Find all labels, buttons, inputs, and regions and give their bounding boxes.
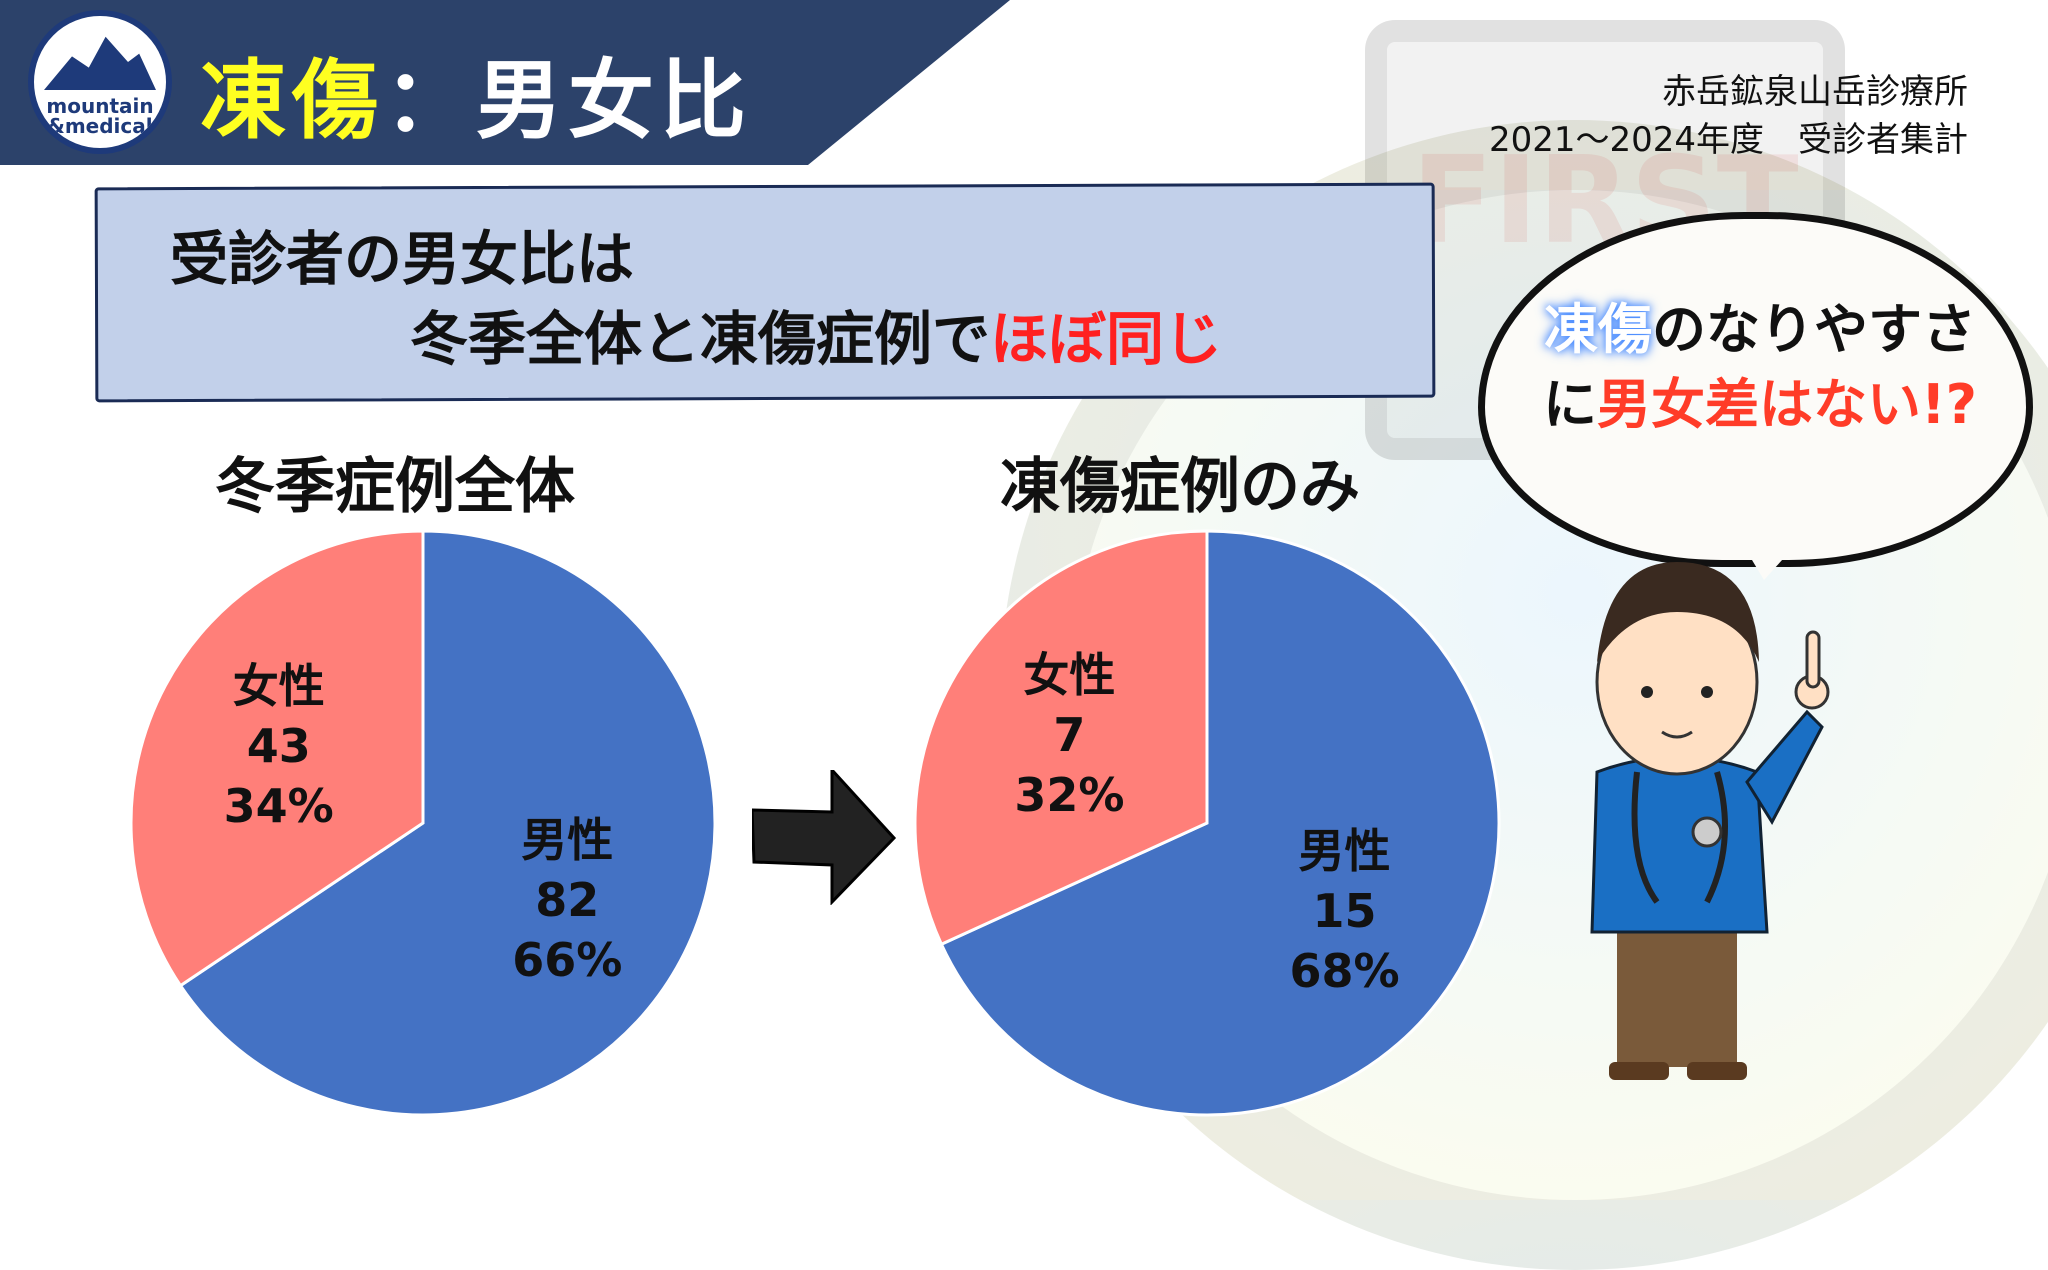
- logo-text-2: &medical: [47, 114, 153, 138]
- pie-label-percent: 34%: [223, 779, 334, 834]
- pie-label-label: 女性: [232, 659, 325, 714]
- bubble-line-1: 凍傷のなりやすさ: [1520, 285, 2000, 364]
- bubble-line-1-rest: のなりやすさ: [1652, 298, 1976, 361]
- pie-label-label: 女性: [1023, 647, 1116, 702]
- pie-label-percent: 66%: [512, 932, 623, 987]
- logo-text-1: mountain: [46, 94, 154, 118]
- pie-label-male: 男性 15 68%: [1289, 821, 1399, 1001]
- chart-title-winter: 冬季症例全体: [215, 452, 575, 522]
- pie-label-label: 男性: [521, 812, 614, 867]
- title-highlight: 凍傷: [200, 51, 384, 151]
- summary-line-2-prefix: 冬季全体と凍傷症例で: [410, 305, 991, 373]
- pie-label-value: 7: [1053, 707, 1086, 762]
- pie-label-female: 女性 7 32%: [1014, 645, 1124, 825]
- arrow-right-icon: [752, 770, 897, 905]
- pie-label-male: 男性 82 66%: [512, 810, 622, 990]
- source-info: 赤岳鉱泉山岳診療所 2021～2024年度 受診者集計: [1489, 68, 1968, 164]
- pie-label-percent: 68%: [1289, 944, 1400, 999]
- bubble-highlight: 凍傷: [1544, 298, 1652, 361]
- pie-charts: [129, 529, 1501, 1117]
- summary-line-1: 受診者の男女比は: [170, 225, 635, 293]
- pie-label-female: 女性 43 34%: [224, 656, 334, 836]
- pie-slice-female: [913, 529, 1209, 947]
- pie-label-value: 82: [535, 872, 600, 927]
- chart-title-frostbite: 凍傷症例のみ: [1000, 452, 1360, 522]
- page-title: 凍傷：男女比: [200, 30, 752, 155]
- pie-label-value: 43: [246, 719, 311, 774]
- source-clinic: 赤岳鉱泉山岳診療所: [1662, 72, 1968, 112]
- bubble-line-2: に男女差はない!?: [1520, 360, 2000, 439]
- pie-label-label: 男性: [1298, 824, 1391, 879]
- doctor-character: [1590, 562, 1830, 1080]
- source-period: 2021～2024年度 受診者集計: [1488, 120, 1968, 160]
- mountain-medical-logo: mountain &medical: [28, 10, 172, 154]
- bubble-emphasis: 男女差はない!?: [1597, 373, 1977, 436]
- summary-emphasis: ほぼ同じ: [990, 305, 1223, 373]
- summary-line-2: 冬季全体と凍傷症例でほぼ同じ: [410, 292, 1222, 376]
- pie-slice-female: [129, 529, 425, 988]
- pie-label-value: 15: [1312, 884, 1377, 939]
- title-rest: ：男女比: [384, 51, 752, 151]
- pie-label-percent: 32%: [1014, 767, 1125, 822]
- pie-slice-male: [178, 529, 717, 1117]
- pie-slice-male: [939, 529, 1501, 1117]
- bubble-line-2-prefix: に: [1543, 373, 1598, 436]
